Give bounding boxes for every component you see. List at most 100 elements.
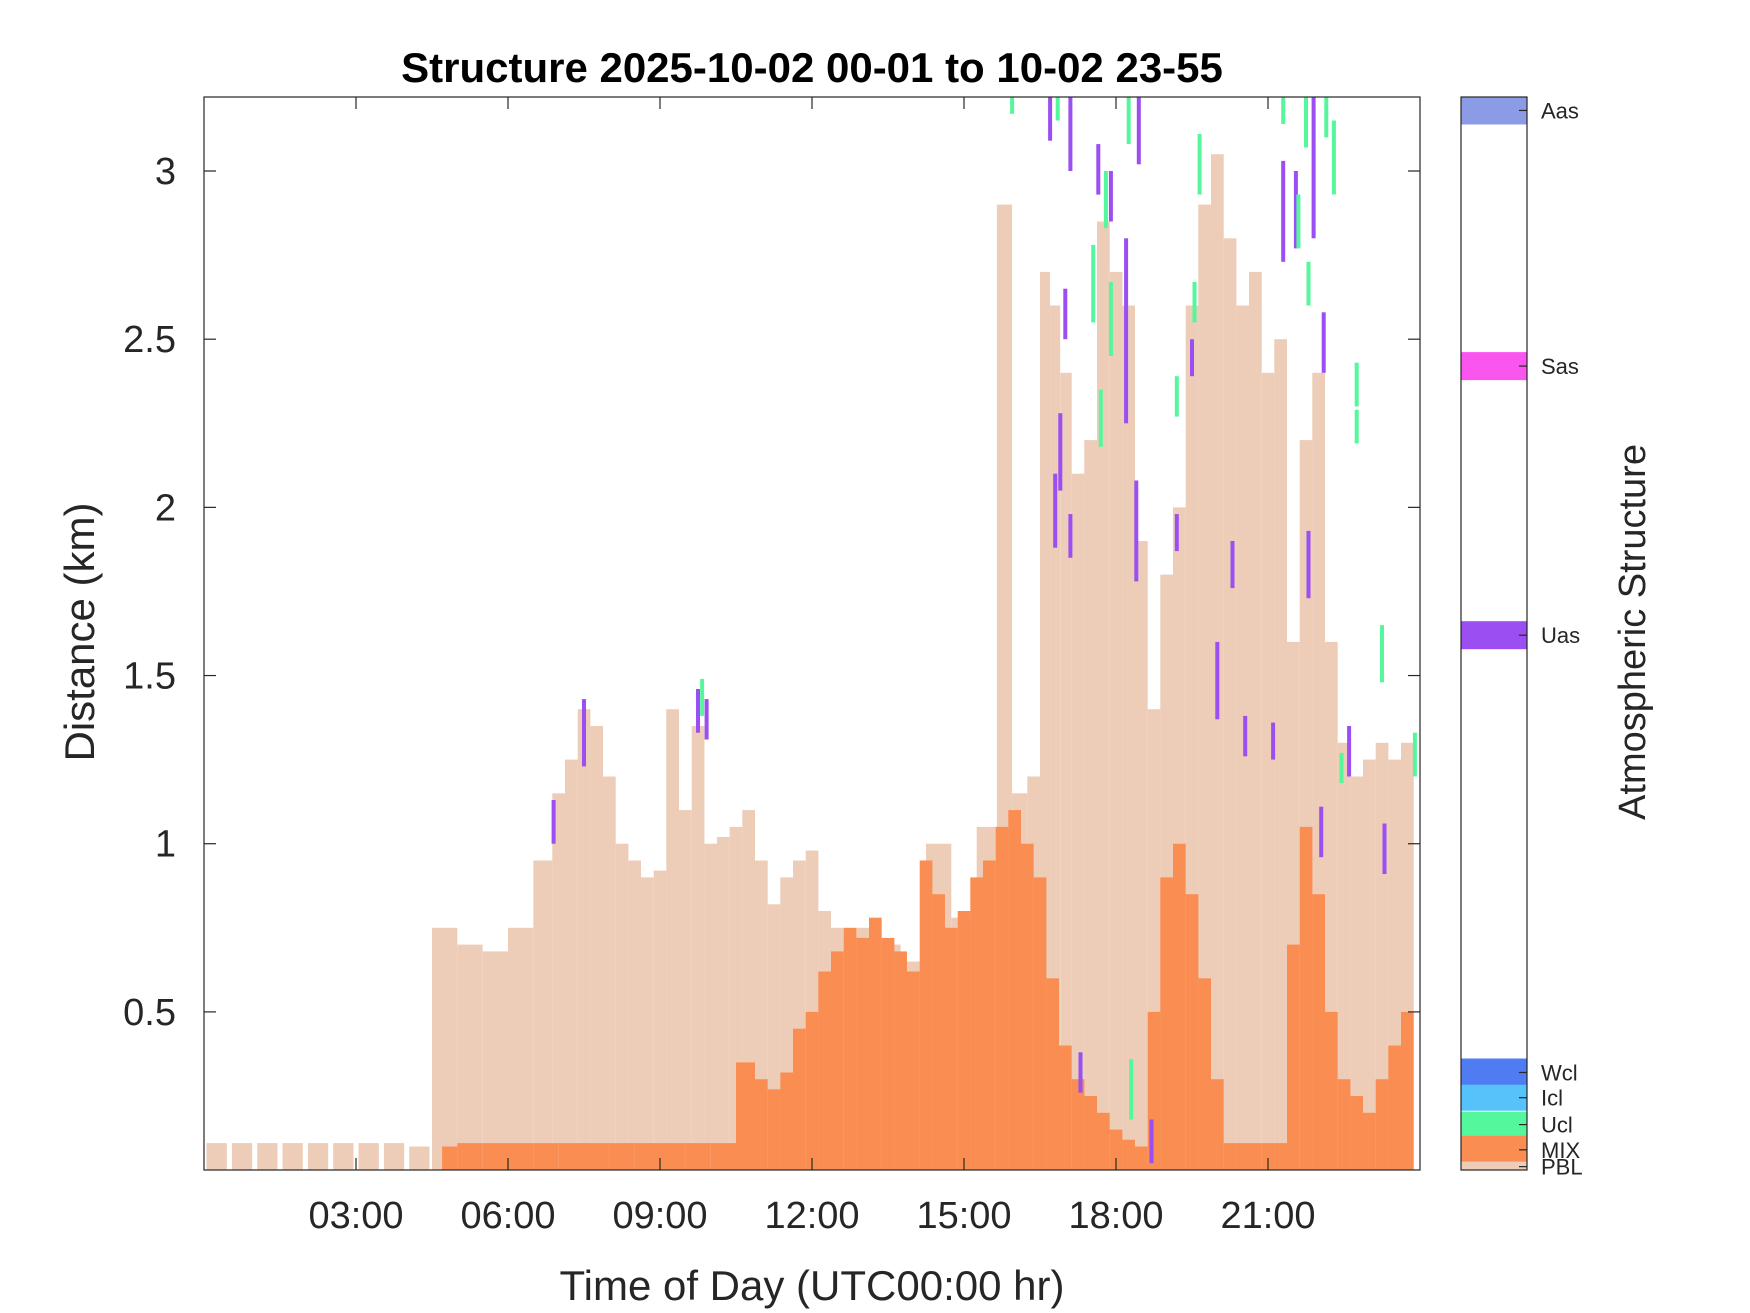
colorbar-tick-label: MIX [1541,1138,1580,1163]
mix-bar [995,826,1009,1170]
ucl-segment [1296,194,1301,249]
pbl-bar [333,1143,354,1170]
uas-segment [1136,97,1141,165]
pbl-bar [307,1143,329,1170]
pbl-bar [1249,271,1262,1170]
ucl-segment [1354,362,1359,407]
pbl-bar [257,1143,278,1170]
pbl-bar [565,759,578,1170]
mix-bar [793,1028,806,1170]
pbl-bar [704,843,717,1170]
pbl-bar [409,1146,430,1170]
mix-bar [609,1143,635,1170]
pbl-bar [691,726,705,1170]
mix-bar [634,1143,660,1170]
colorbar-block-aas [1461,97,1527,125]
colorbar-blocks [1461,97,1527,1170]
mix-bar [831,951,844,1170]
mix-bar [533,1143,559,1170]
mix-bar [660,1143,686,1170]
pbl-bar [1071,473,1085,1170]
mix-bar [1401,1011,1414,1170]
mix-bar [558,1143,584,1170]
ucl-segment [1339,752,1344,784]
uas-segment [1230,541,1235,589]
colorbar-block-wcl [1461,1058,1527,1087]
mix-bar [1008,810,1021,1170]
colorbar-block-ucl [1461,1111,1527,1138]
y-tick-label: 1 [155,824,176,866]
mix-bar [1337,1079,1351,1170]
colorbar-tick-label: PBL [1541,1155,1583,1180]
uas-segment [1306,530,1311,599]
mix-bar [1211,1079,1224,1170]
uas-segment [1108,171,1113,222]
pbl-bar [628,860,641,1170]
ucl-segment [1304,97,1308,148]
pbl-bar [432,927,458,1170]
pbl-bar [615,843,629,1170]
uas-segment [1243,715,1248,757]
mix-bar [1249,1143,1262,1170]
pbl-bar [533,860,553,1170]
mix-bar [1363,1112,1376,1170]
pbl-bar [231,1143,253,1170]
mix-bar [1375,1079,1389,1170]
uas-segment [1096,144,1101,195]
mix-bar [1122,1139,1135,1170]
uas-segment [1321,312,1326,373]
x-tick-label: 18:00 [1068,1195,1163,1237]
mix-bar [881,937,895,1170]
colorbar-tick-label: Uas [1541,623,1580,648]
mix-bar [1135,1146,1148,1170]
x-tick-label: 09:00 [612,1195,707,1237]
mix-bar [1109,1129,1123,1170]
pbl-bar [508,927,534,1170]
pbl-bar [1060,372,1072,1170]
colorbar-tick-label: Ucl [1541,1113,1573,1138]
mix-bar [736,1062,755,1170]
pbl-bar [641,877,654,1170]
colorbar-block-uas [1461,621,1527,650]
uas-segment [1215,641,1220,720]
ucl-segment [1354,409,1359,444]
pbl-bar [1261,372,1275,1170]
pbl-bar [1236,305,1249,1170]
uas-segment [1053,473,1058,548]
ucl-segment [1174,376,1179,417]
uas-segment [704,699,709,740]
pbl-bar [577,709,591,1170]
x-axis: 03:00 06:00 09:00 12:00 15:00 18:00 21:00 [308,97,1316,1237]
uas-segment [1382,823,1387,874]
mix-bar [1033,877,1047,1170]
mix-bar [970,877,983,1170]
mix-bar [919,860,933,1170]
colorbar-block-icl [1461,1084,1527,1111]
pbl-bar [1363,759,1376,1170]
y-tick-label: 3 [155,151,176,193]
mix-bar [1046,978,1059,1170]
mix-bar [1274,1143,1287,1170]
uas-segment [1190,339,1194,377]
mix-bar [1388,1045,1401,1170]
mix-bar [442,1146,458,1170]
pbl-bar [1122,305,1135,1170]
uas-segment [1311,97,1316,239]
uas-segment [1078,1052,1083,1093]
mix-bar [805,1011,819,1170]
ucl-segment [1091,245,1096,323]
mix-bar [1350,1096,1363,1170]
mix-bar [818,971,831,1170]
mix-bar [1198,978,1211,1170]
mix-bar [869,917,882,1170]
mix-bar [1021,843,1034,1170]
mix-bar [983,860,996,1170]
pbl-bar [206,1143,227,1170]
y-tick-label: 2 [155,487,176,529]
pbl-bar [358,1143,379,1170]
uas-segment [696,689,700,733]
uas-segment [1281,160,1286,262]
mix-bar [1261,1143,1275,1170]
mix-bar [1236,1143,1249,1170]
